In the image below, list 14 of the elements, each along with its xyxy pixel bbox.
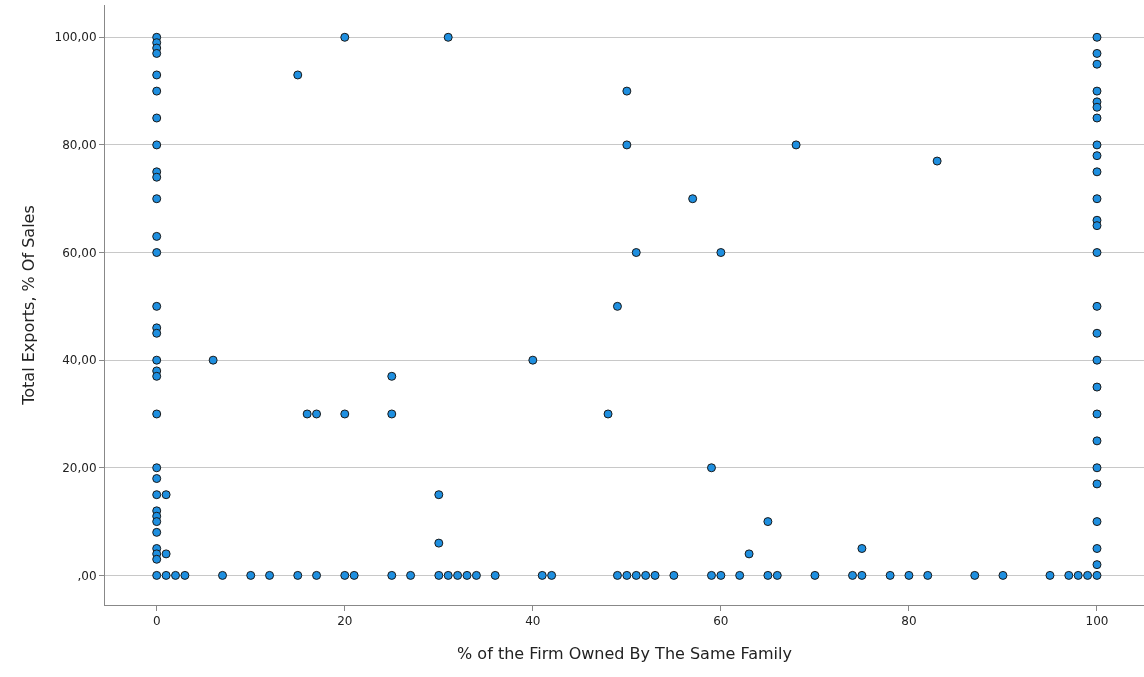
x-tick-label: 20 [337,614,353,629]
y-tick-label: 20,00 [62,460,97,475]
y-tick-label: 100,00 [54,30,97,45]
y-tick-label: 40,00 [62,353,97,368]
x-tick-label: 0 [152,614,161,629]
x-tick-label: 80 [901,614,917,629]
y-tick-label: ,00 [77,568,97,583]
x-tick-label: 60 [713,614,729,629]
y-axis-title: Total Exports, % Of Sales [19,205,39,406]
y-tick-label: 60,00 [62,245,97,260]
x-tick-label: 100 [1085,614,1109,629]
x-tick-label: 40 [525,614,541,629]
y-tick-label: 80,00 [62,138,97,153]
x-axis-title: % of the Firm Owned By The Same Family [457,644,792,664]
